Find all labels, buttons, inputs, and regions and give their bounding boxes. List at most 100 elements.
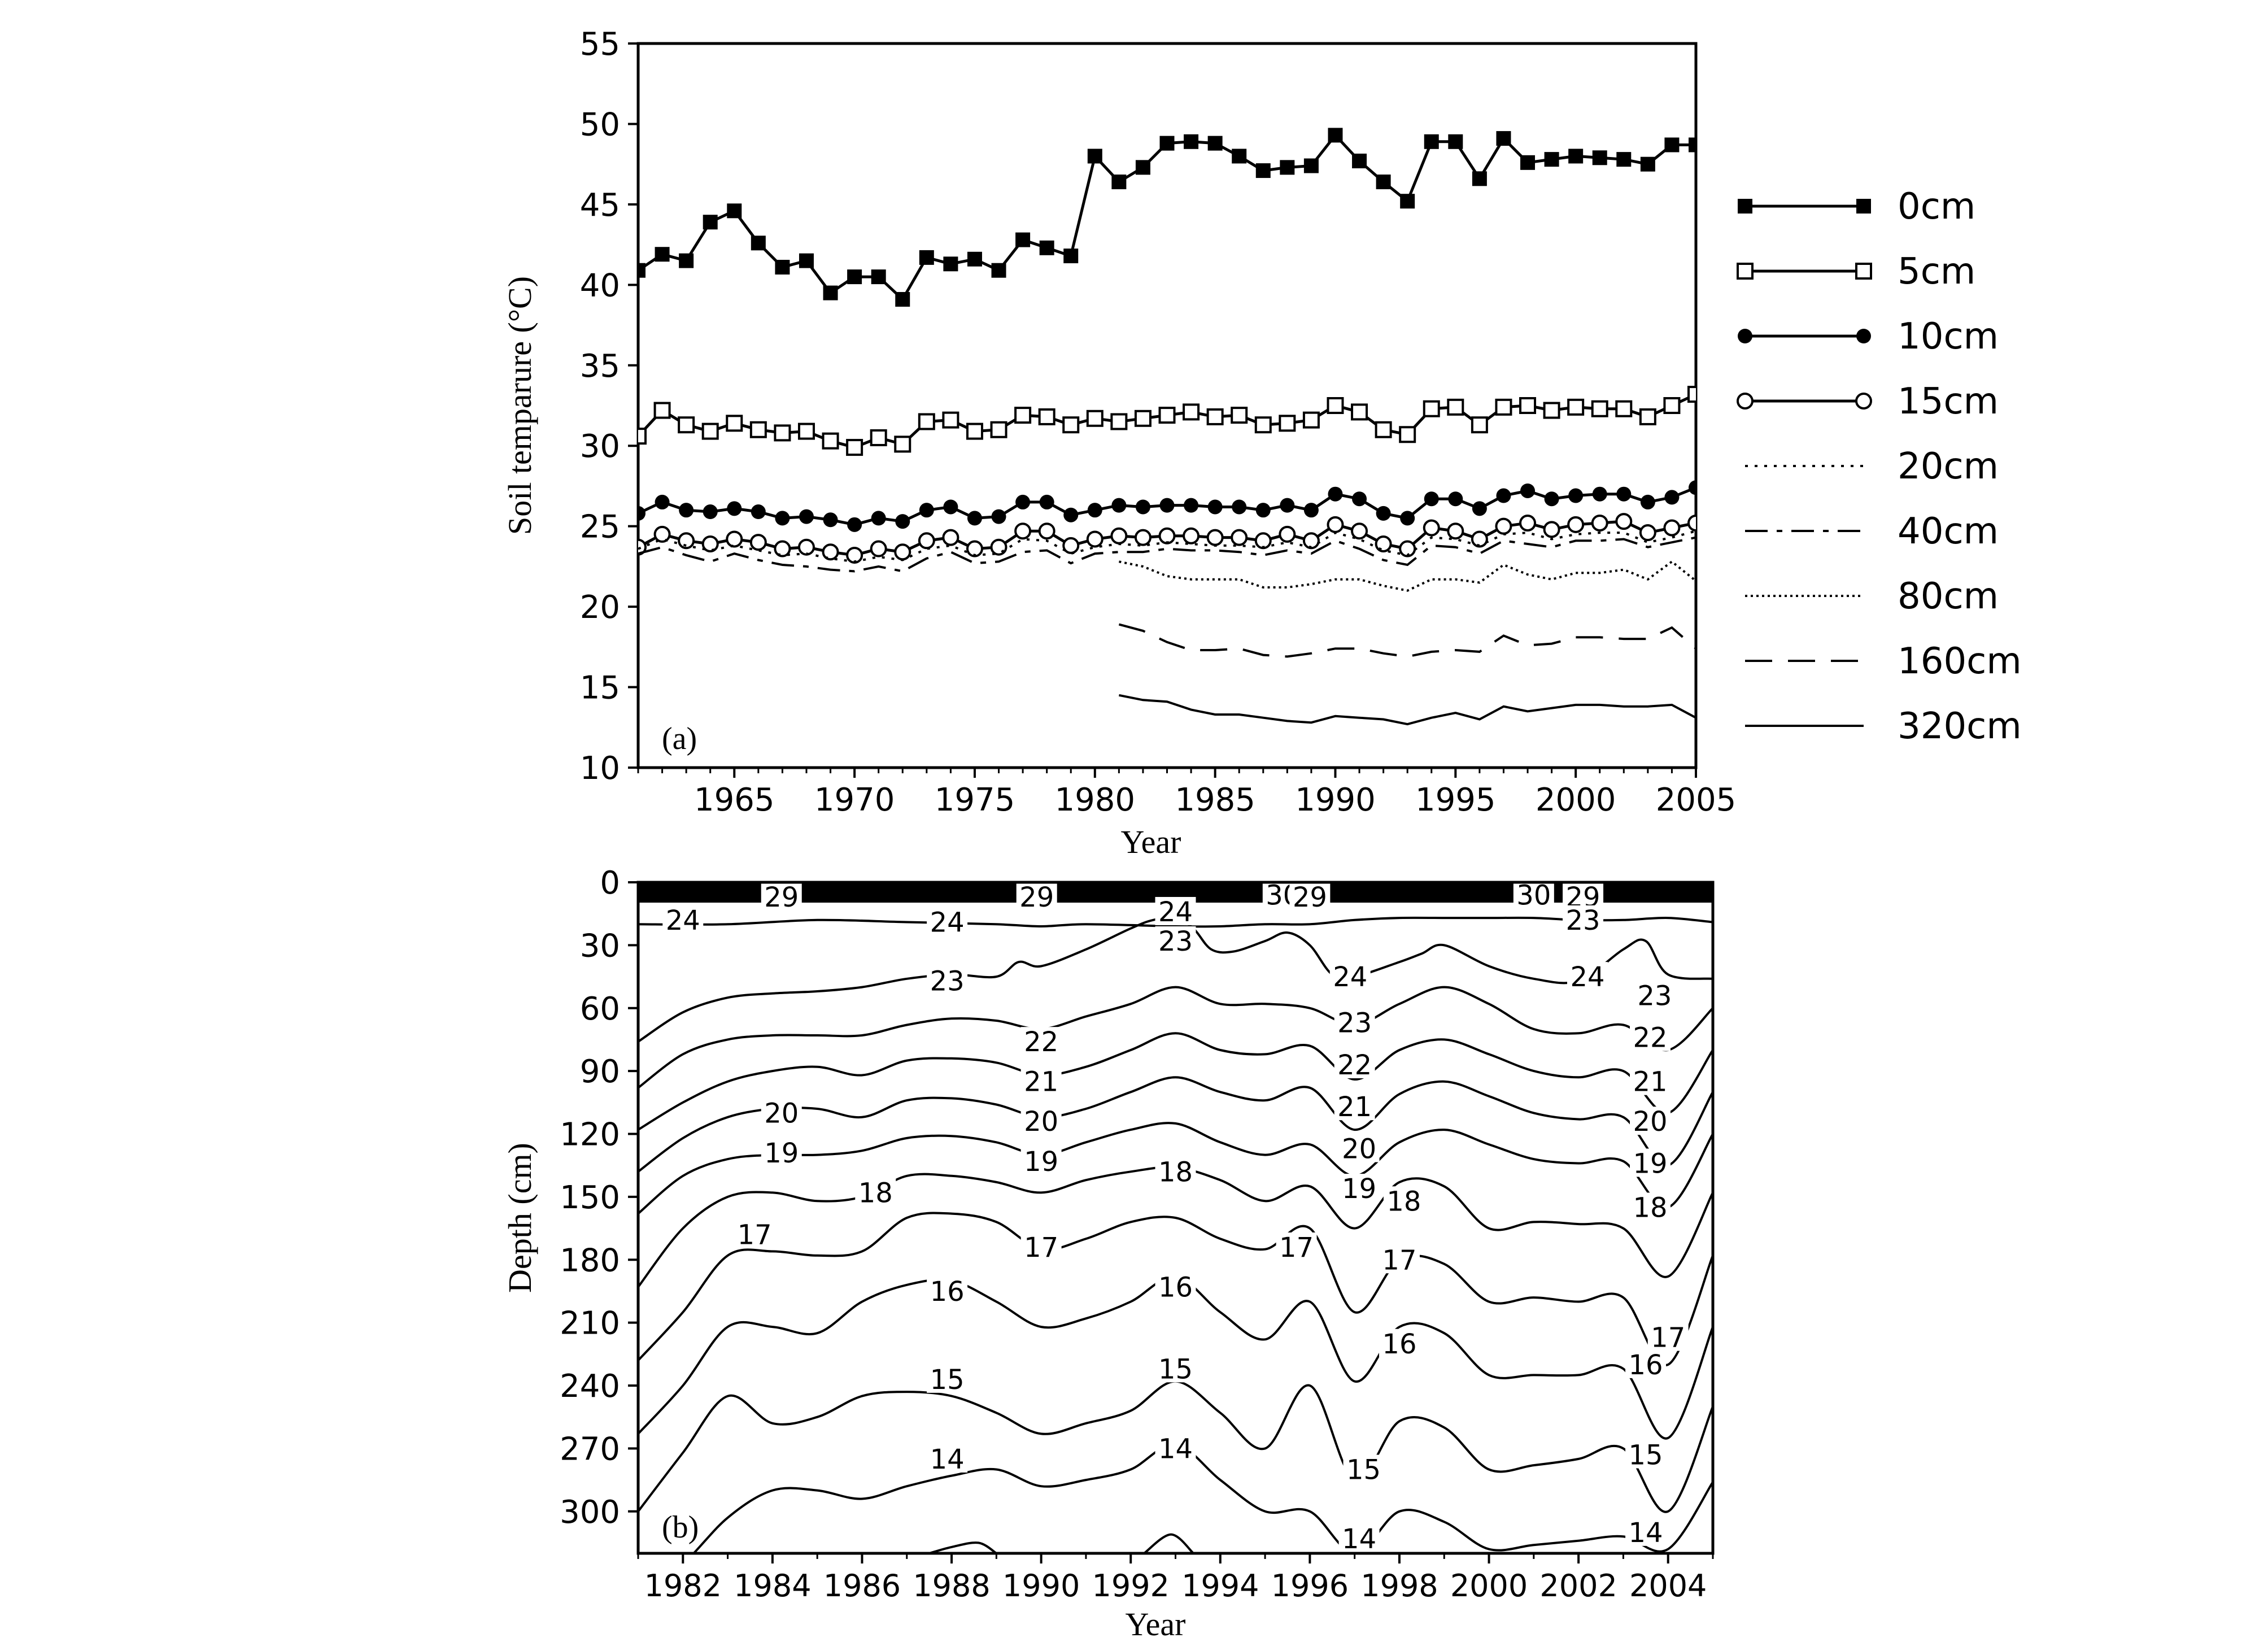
data-marker (967, 251, 982, 267)
panel-b-contours (638, 916, 1713, 1553)
contour-label: 17 (1279, 1232, 1314, 1264)
data-marker (847, 517, 862, 532)
data-marker (1399, 426, 1416, 443)
data-marker (1543, 402, 1560, 419)
data-marker (870, 429, 887, 446)
contour-label: 15 (930, 1364, 965, 1396)
contour-label: 21 (1024, 1066, 1058, 1098)
panel-b-y-axis-label: Depth (cm) (501, 1143, 538, 1293)
panel-a-legend: 0cm 5cm 10cm 15cm 20cm 40cm 80cm 160cm 320cm (1737, 186, 2022, 747)
contour-label: 16 (1382, 1329, 1416, 1360)
legend-label: 20cm (1898, 446, 1999, 487)
contour-label: 14 (1342, 1523, 1376, 1555)
y-tick-label: 270 (560, 1431, 620, 1467)
data-marker (638, 428, 647, 445)
data-marker (1567, 516, 1585, 533)
panel-b-y-ticks: 0 30 60 90 120 150 180 210 240 270 300 (560, 865, 638, 1531)
data-marker (871, 269, 886, 285)
contour-label-bg (1338, 1134, 1380, 1162)
contour-label: 19 (1024, 1146, 1058, 1178)
data-marker (894, 435, 911, 453)
data-marker (1855, 393, 1872, 410)
data-marker (1375, 421, 1392, 438)
data-marker (1471, 530, 1488, 548)
data-marker (638, 506, 645, 521)
data-marker (846, 439, 863, 456)
contour-line-15 (638, 1380, 1713, 1513)
contour-label-bg (1625, 1440, 1667, 1469)
series-line (638, 530, 1696, 563)
contour-label-bg (1629, 1107, 1671, 1135)
data-marker (943, 256, 958, 272)
contour-label-bg (1629, 1192, 1671, 1221)
y-tick-label: 25 (580, 509, 620, 546)
data-marker (1592, 150, 1607, 165)
panel-a-x-ticks: 1965 1970 1975 1980 1985 1990 1995 2000 2005 (637, 768, 1736, 818)
data-marker (990, 538, 1007, 556)
contour-label: 20 (764, 1097, 799, 1129)
y-tick-label: 15 (580, 670, 620, 707)
data-marker (1855, 263, 1872, 280)
contour-label: 17 (738, 1219, 772, 1251)
contour-label-bg (1563, 905, 1604, 934)
y-tick-label: 300 (560, 1494, 620, 1531)
contour-label-bg (1155, 1354, 1196, 1383)
series-80cm (1119, 560, 1696, 592)
data-marker (1591, 514, 1608, 532)
contour-label-bg (927, 1276, 968, 1305)
contour-label: 18 (858, 1177, 893, 1209)
data-marker (1158, 407, 1176, 424)
data-marker (1472, 171, 1487, 186)
data-marker (1063, 249, 1079, 264)
data-marker (1279, 415, 1296, 432)
contour-label: 20 (1342, 1133, 1376, 1165)
contour-label-bg (662, 905, 704, 934)
contour-label: 20 (1633, 1106, 1667, 1138)
data-marker (1447, 522, 1464, 540)
data-marker (1616, 486, 1632, 502)
x-tick-label: 1986 (823, 1568, 901, 1604)
data-marker (1111, 175, 1127, 190)
contour-label-bg (1020, 1066, 1062, 1095)
data-marker (1376, 506, 1391, 521)
data-marker (1472, 501, 1487, 516)
contour-label: 24 (1570, 961, 1604, 993)
x-tick-label: 2000 (1536, 782, 1616, 818)
contour-line-13 (1143, 1533, 1194, 1553)
panel-a-y-ticks: 10 15 20 25 30 35 40 45 50 55 (580, 26, 638, 787)
data-marker (1856, 199, 1871, 214)
contour-line-17 (638, 1212, 1713, 1366)
data-marker (966, 423, 983, 440)
y-tick-label: 10 (580, 750, 620, 787)
x-tick-label: 1970 (814, 782, 895, 818)
data-marker (894, 543, 911, 561)
data-marker (1592, 486, 1607, 502)
x-tick-label: 1992 (1092, 1568, 1169, 1604)
data-marker (1062, 416, 1080, 434)
data-marker (1015, 232, 1031, 247)
data-marker (774, 540, 791, 558)
contour-label-bg (1567, 962, 1608, 991)
contour-label-bg (1383, 1186, 1424, 1215)
data-marker (1255, 503, 1271, 518)
data-marker (1302, 532, 1320, 550)
data-marker (1135, 499, 1150, 515)
data-marker (822, 432, 839, 450)
y-tick-label: 180 (560, 1242, 620, 1279)
data-marker (1400, 511, 1415, 526)
data-marker (1087, 149, 1102, 164)
data-marker (1062, 537, 1080, 554)
contour-label-bg (1155, 926, 1196, 955)
data-marker (1254, 532, 1272, 550)
data-marker (774, 424, 791, 442)
data-marker (823, 285, 838, 300)
data-marker (1664, 137, 1680, 153)
data-marker (1423, 400, 1440, 417)
data-marker (1616, 152, 1632, 167)
contour-label-bg (1334, 1092, 1375, 1121)
contour-label: 20 (1024, 1106, 1058, 1138)
x-tick-label: 1998 (1360, 1568, 1438, 1604)
data-marker (1568, 488, 1584, 503)
data-marker (1495, 398, 1512, 416)
